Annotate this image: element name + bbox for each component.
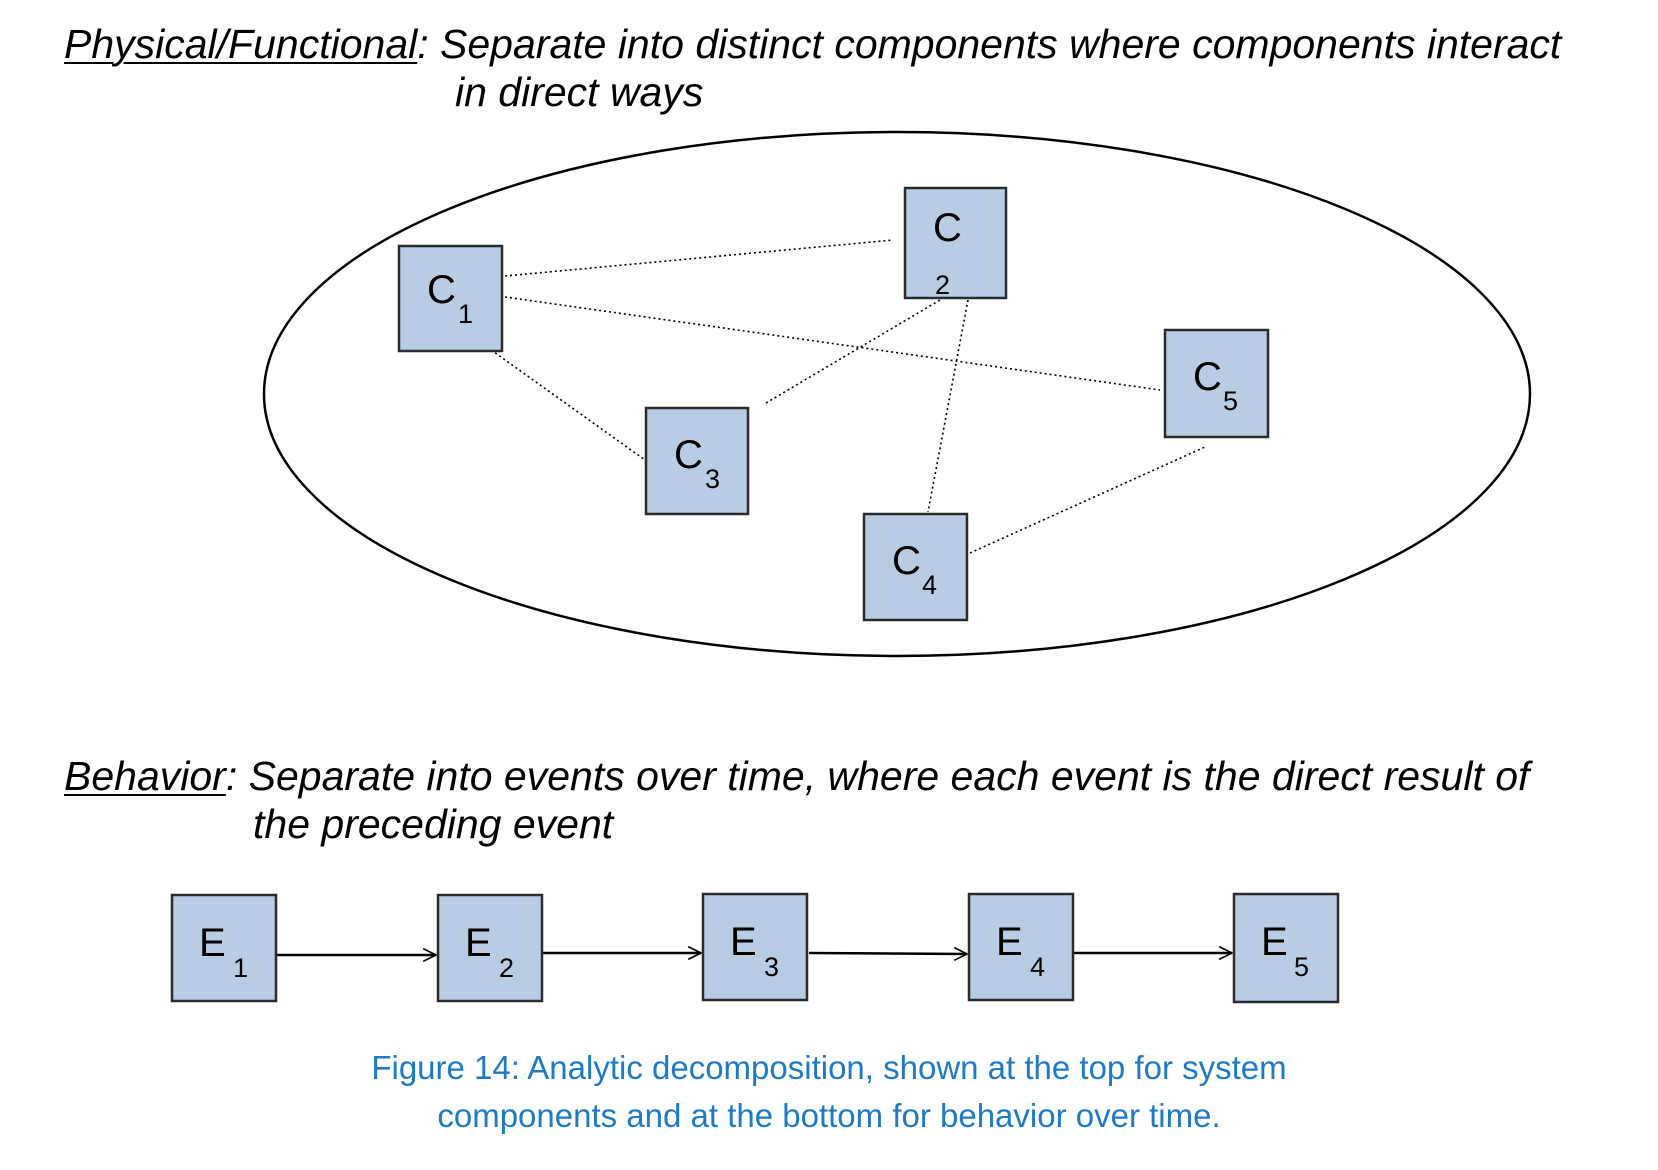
- event-box: [701, 892, 809, 1002]
- component-subscript: 4: [922, 570, 937, 600]
- component-letter: C: [427, 268, 456, 312]
- event-letter: E: [465, 921, 492, 965]
- event-box: [1232, 892, 1340, 1004]
- event-box: [967, 892, 1075, 1002]
- connection-c4-c5: [969, 446, 1206, 554]
- component-connections: [486, 239, 1206, 554]
- component-subscript: 3: [705, 464, 720, 494]
- component-c2: C 2: [903, 186, 1008, 300]
- component-letter: C: [892, 539, 921, 583]
- behavior-heading-separator: :: [225, 753, 238, 799]
- physical-heading-continuation: in direct ways: [455, 69, 704, 115]
- event-e4: E 4: [967, 892, 1075, 1002]
- component-letter: C: [1193, 355, 1222, 399]
- component-c1: C 1: [397, 244, 504, 353]
- component-subscript: 2: [935, 270, 950, 300]
- figure-caption-line-1: Figure 14: Analytic decomposition, shown…: [371, 1049, 1287, 1086]
- arrow-e3-e4: [808, 953, 967, 954]
- event-e1: E 1: [170, 893, 278, 1003]
- event-subscript: 4: [1030, 952, 1045, 982]
- event-letter: E: [199, 921, 226, 965]
- event-e3: E 3: [701, 892, 809, 1002]
- event-arrows: [277, 953, 1232, 955]
- physical-heading-separator: :: [417, 21, 429, 67]
- event-letter: E: [996, 920, 1023, 964]
- component-letter: C: [674, 433, 703, 477]
- event-box: [436, 893, 544, 1003]
- event-subscript: 5: [1294, 952, 1309, 982]
- event-e5: E 5: [1232, 892, 1340, 1004]
- physical-heading-text: Separate into distinct components where …: [428, 21, 1562, 67]
- event-box: [170, 893, 278, 1003]
- connection-c2-c4: [927, 299, 969, 513]
- component-box: [397, 244, 504, 353]
- component-letter: C: [933, 206, 962, 250]
- component-c5: C 5: [1163, 328, 1270, 439]
- physical-heading-label: Physical/Functional: [64, 21, 418, 67]
- connection-c1-c3: [486, 346, 646, 461]
- connection-c3-c2: [765, 299, 941, 404]
- figure-caption-line-2: components and at the bottom for behavio…: [437, 1097, 1221, 1134]
- event-subscript: 2: [499, 953, 514, 983]
- component-c3: C 3: [644, 406, 750, 516]
- event-subscript: 3: [764, 952, 779, 982]
- event-e2: E 2: [436, 893, 544, 1003]
- component-subscript: 5: [1223, 386, 1238, 416]
- component-box: [1163, 328, 1270, 439]
- component-box: [644, 406, 750, 516]
- component-c4: C 4: [862, 512, 969, 622]
- component-box: [903, 186, 1008, 300]
- event-letter: E: [1261, 920, 1288, 964]
- event-subscript: 1: [233, 953, 248, 983]
- connection-c1-c5: [504, 296, 1161, 391]
- system-boundary-ellipse: [262, 130, 1532, 658]
- component-box: [862, 512, 969, 622]
- behavior-heading-continuation: the preceding event: [253, 801, 614, 847]
- component-subscript: 1: [458, 299, 473, 329]
- behavior-heading: Behavior: Separate into events over time…: [64, 752, 1529, 800]
- connection-c1-c2: [504, 239, 894, 277]
- event-letter: E: [730, 920, 757, 964]
- behavior-heading-label: Behavior: [64, 753, 226, 799]
- behavior-heading-text: Separate into events over time, where ea…: [237, 753, 1530, 799]
- physical-heading: Physical/Functional: Separate into disti…: [64, 20, 1561, 68]
